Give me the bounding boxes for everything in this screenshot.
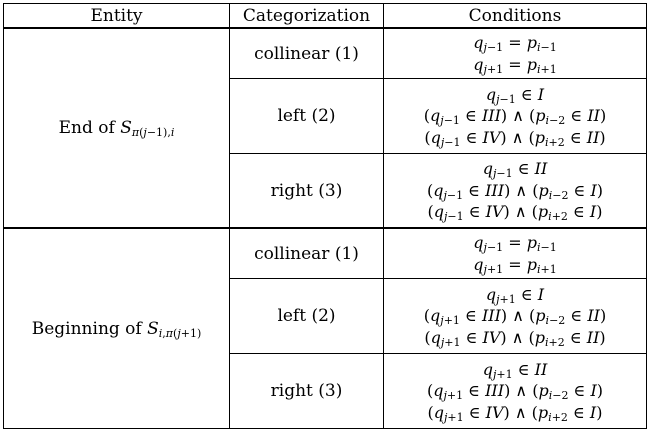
- conditions-cell: qj−1 ∈ I (qj−1 ∈ III) ∧ (pi−2 ∈ II) (qj−1 …: [383, 78, 647, 154]
- condition-line: qj+1 = pi+1: [473, 54, 557, 76]
- category-cell: left (2): [229, 78, 384, 154]
- condition-line: qj−1 ∈ II: [482, 159, 548, 181]
- header-entity: Entity: [3, 3, 230, 29]
- condition-line: qj+1 = pi+1: [473, 254, 557, 276]
- table-row: End of Sπ(j−1),i collinear (1) qj−1 = pi…: [3, 26, 647, 229]
- category-cell: collinear (1): [229, 27, 384, 80]
- header-conditions: Conditions: [383, 3, 647, 29]
- header-row: Entity Categorization Conditions: [3, 3, 647, 29]
- conditions-cell: qj+1 ∈ I (qj+1 ∈ III) ∧ (pi−2 ∈ II) (qj+1 …: [383, 278, 647, 355]
- header-categorization: Categorization: [229, 3, 384, 29]
- table-row: right (3) qj−1 ∈ II (qj−1 ∈ III) ∧ (pi−2 …: [4, 152, 647, 229]
- entity-cell-beginning: Beginning of Si,π(j+1): [3, 227, 230, 430]
- table-row: Beginning of Si,π(j+1) collinear (1) qj−…: [3, 227, 647, 430]
- condition-line: (qj+1 ∈ IV) ∧ (pi+2 ∈ II): [424, 327, 606, 349]
- condition-line: qj−1 ∈ I: [485, 84, 545, 106]
- condition-line: qj−1 = pi−1: [473, 33, 557, 55]
- conditions-cell: qj+1 ∈ II (qj+1 ∈ III) ∧ (pi−2 ∈ I) (qj+1 …: [383, 353, 647, 429]
- conditions-table: Entity Categorization Conditions End of …: [3, 3, 647, 430]
- condition-line: (qj+1 ∈ III) ∧ (pi−2 ∈ II): [423, 306, 607, 328]
- condition-line: (qj+1 ∈ IV) ∧ (pi+2 ∈ I): [427, 402, 603, 424]
- category-cell: collinear (1): [229, 227, 384, 280]
- conditions-cell: qj−1 ∈ II (qj−1 ∈ III) ∧ (pi−2 ∈ I) (qj−1 …: [383, 152, 647, 229]
- conditions-cell: qj−1 = pi−1 qj+1 = pi+1: [383, 27, 647, 80]
- condition-line: (qj−1 ∈ IV) ∧ (pi+2 ∈ I): [427, 202, 603, 224]
- condition-line: (qj+1 ∈ III) ∧ (pi−2 ∈ I): [426, 381, 604, 403]
- table-row: left (2) qj−1 ∈ I (qj−1 ∈ III) ∧ (pi−2 ∈ …: [4, 78, 647, 154]
- condition-line: (qj−1 ∈ III) ∧ (pi−2 ∈ I): [426, 180, 604, 202]
- conditions-cell: qj−1 = pi−1 qj+1 = pi+1: [383, 227, 647, 280]
- category-cell: right (3): [229, 152, 384, 229]
- condition-line: qj+1 ∈ II: [482, 359, 548, 381]
- entity-cell-end: End of Sπ(j−1),i: [3, 26, 230, 229]
- category-cell: right (3): [229, 353, 384, 429]
- table-row: left (2) qj+1 ∈ I (qj+1 ∈ III) ∧ (pi−2 ∈ …: [4, 278, 647, 355]
- entity-label: Beginning of Si,π(j+1): [31, 318, 202, 340]
- table-row: right (3) qj+1 ∈ II (qj+1 ∈ III) ∧ (pi−2 …: [4, 353, 647, 429]
- condition-line: qj+1 ∈ I: [485, 284, 545, 306]
- category-cell: left (2): [229, 278, 384, 355]
- condition-line: (qj−1 ∈ IV) ∧ (pi+2 ∈ II): [424, 127, 606, 149]
- condition-line: qj−1 = pi−1: [473, 233, 557, 255]
- entity-label: End of Sπ(j−1),i: [58, 118, 175, 140]
- condition-line: (qj−1 ∈ III) ∧ (pi−2 ∈ II): [423, 106, 607, 128]
- table-body: End of Sπ(j−1),i collinear (1) qj−1 = pi…: [3, 26, 647, 430]
